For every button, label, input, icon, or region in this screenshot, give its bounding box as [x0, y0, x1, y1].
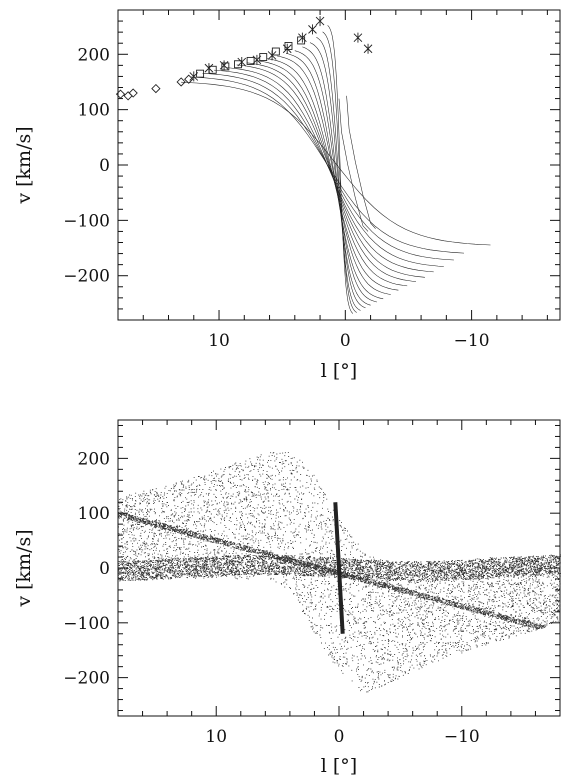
top-marker-square — [297, 36, 306, 45]
top-xtick-label: 0 — [340, 331, 351, 351]
top-marker-diamond — [123, 91, 133, 101]
top-curves — [181, 25, 491, 314]
top-marker-square — [246, 56, 255, 65]
top-xtick-label: −10 — [454, 331, 490, 351]
top-xlabel: l [°] — [321, 360, 357, 382]
bottom-xtick-label: 0 — [334, 727, 345, 747]
top-curve — [225, 67, 434, 273]
top-curve — [316, 36, 361, 311]
bottom-ytick-label: 0 — [99, 559, 110, 579]
top-marker-square — [196, 69, 205, 78]
top-marker-square — [221, 62, 230, 71]
top-ticks — [117, 9, 560, 321]
bottom-ylabel: v [km/s] — [13, 529, 35, 607]
bottom-central-bar — [333, 502, 345, 634]
top-curve — [309, 42, 366, 309]
top-marker-cross — [252, 54, 262, 65]
bottom-xtick-label: 10 — [205, 727, 227, 747]
top-marker-diamond — [151, 83, 161, 94]
bottom-xtick-label: −10 — [444, 727, 480, 747]
bottom-ytick-label: −200 — [63, 669, 110, 689]
top-marker-cross — [353, 32, 363, 43]
bottom-point-cloud — [118, 451, 561, 693]
top-ylabel: v [km/s] — [13, 126, 35, 204]
top-ytick-label: −200 — [63, 267, 110, 287]
bottom-ticks — [117, 420, 561, 716]
top-marker-cross — [282, 43, 292, 54]
bottom-xlabel: l [°] — [321, 755, 357, 777]
top-marker-cross — [267, 50, 277, 61]
top-ytick-label: −100 — [63, 211, 110, 231]
top-marker-cross — [298, 32, 307, 43]
bottom-ytick-label: 100 — [78, 504, 110, 524]
top-marker-cross — [204, 63, 214, 74]
top-inner-loop — [346, 95, 376, 229]
top-curve — [285, 53, 384, 300]
top-curve — [277, 55, 391, 295]
top-curve — [327, 25, 354, 314]
top-marker-diamond — [176, 77, 186, 87]
top-marker-square — [284, 42, 293, 50]
bottom-xtick-labels: 10 0 −10 — [205, 727, 479, 747]
top-curve — [181, 81, 491, 246]
top-marker-cross — [237, 57, 247, 68]
top-xtick-label: 10 — [208, 331, 230, 351]
top-marker-diamond — [128, 88, 138, 98]
top-curve — [246, 62, 417, 282]
top-marker-diamond — [184, 74, 194, 84]
top-marker-cross — [219, 60, 229, 71]
top-inner-loop — [338, 98, 369, 232]
top-ytick-label: 200 — [78, 45, 110, 65]
top-ytick-label: 100 — [78, 101, 110, 121]
top-ytick-label: 0 — [99, 156, 110, 176]
top-marker-cross — [308, 24, 317, 35]
top-marker-cross — [315, 16, 325, 27]
top-ytick-labels: 200 100 0 −100 −200 — [63, 45, 110, 286]
top-marker-cross — [189, 71, 199, 82]
top-markers — [115, 16, 373, 101]
bottom-ytick-label: 200 — [78, 449, 110, 469]
top-marker-cross — [363, 43, 373, 54]
top-curve — [256, 60, 408, 287]
bottom-ytick-labels: 200 100 0 −100 −200 — [63, 449, 110, 688]
top-marker-diamond — [115, 89, 126, 99]
top-curve — [266, 58, 399, 291]
top-curve — [302, 46, 371, 306]
top-curve — [294, 50, 377, 303]
bottom-ytick-label: −100 — [63, 614, 110, 634]
top-curve — [322, 31, 357, 313]
top-marker-square — [234, 60, 242, 69]
top-marker-square — [259, 53, 268, 62]
bottom-cloud-points — [118, 451, 561, 693]
top-xtick-labels: 10 0 −10 — [208, 331, 489, 351]
